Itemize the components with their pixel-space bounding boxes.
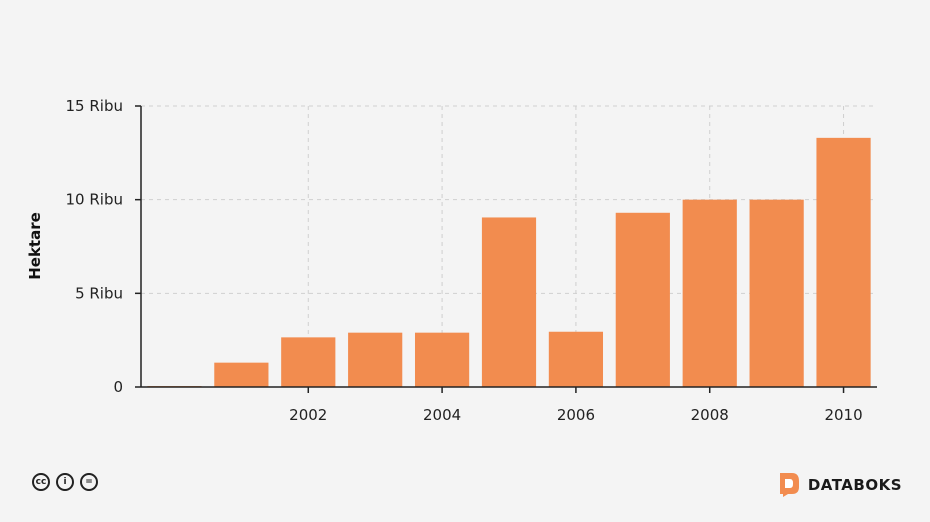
bar-2007[interactable]: [615, 212, 670, 387]
bar-2004[interactable]: [414, 332, 470, 387]
y-tick-label: 10 Ribu: [66, 191, 123, 209]
cc-icon[interactable]: cc: [32, 473, 50, 491]
brand-name: DATABOKS: [807, 476, 902, 494]
databoks-brand[interactable]: DATABOKS: [778, 472, 902, 498]
y-tick-label: 15 Ribu: [66, 97, 123, 115]
axes-layer: [135, 105, 877, 393]
x-tick-label: 2008: [691, 406, 729, 424]
bar-2003[interactable]: [348, 332, 403, 387]
y-tick-label: 0: [113, 378, 123, 396]
y-axis-label: Hektare: [26, 212, 44, 280]
x-tick-label: 2002: [289, 406, 327, 424]
x-tick-label: 2004: [423, 406, 461, 424]
bar-2002[interactable]: [281, 337, 336, 387]
nd-icon[interactable]: =: [80, 473, 98, 491]
bar-2010[interactable]: [816, 137, 871, 387]
y-tick-label: 5 Ribu: [75, 284, 123, 302]
databoks-logo-icon: [779, 473, 799, 497]
bar-2008[interactable]: [682, 199, 737, 387]
labels-layer: 0 5 Ribu 10 Ribu 15 Ribu 2002 2004 2006 2008 201…: [66, 97, 863, 424]
bar-2005[interactable]: [481, 217, 537, 387]
bar-2009[interactable]: [749, 199, 804, 387]
bar-2001[interactable]: [214, 362, 269, 387]
bar-2006[interactable]: [548, 331, 604, 387]
x-tick-label: 2006: [557, 406, 595, 424]
by-icon[interactable]: i: [56, 473, 74, 491]
license-icons: cc i =: [32, 473, 98, 491]
bars-layer: [147, 137, 871, 387]
x-tick-label: 2010: [824, 406, 862, 424]
